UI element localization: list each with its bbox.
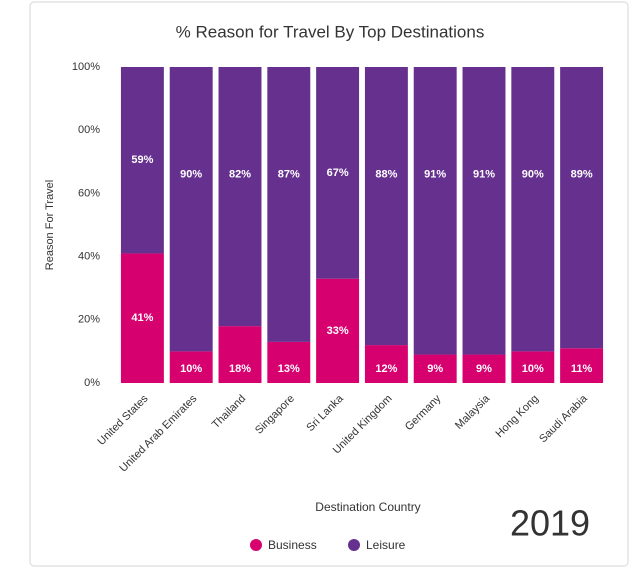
bar-segment — [316, 67, 360, 279]
data-label: 90% — [180, 168, 202, 180]
legend-label: Leisure — [366, 538, 406, 552]
bar-segment — [511, 67, 555, 352]
bar-segment — [560, 67, 604, 349]
bar-segment — [218, 67, 262, 327]
data-label: 9% — [476, 363, 492, 375]
bar-segment — [560, 348, 604, 383]
bar-segment — [413, 354, 457, 383]
data-label: 41% — [131, 312, 153, 324]
data-label: 10% — [180, 363, 202, 375]
bar-segment — [120, 253, 164, 383]
bar-segment — [218, 326, 262, 383]
data-label: 33% — [327, 325, 349, 337]
legend-marker — [348, 539, 360, 551]
data-label: 9% — [427, 363, 443, 375]
data-label: 87% — [278, 168, 300, 180]
data-label: 18% — [229, 363, 251, 375]
data-label: 12% — [375, 363, 397, 375]
bar-segment — [364, 345, 408, 383]
y-tick-label: 0% — [84, 377, 100, 389]
data-label: 11% — [571, 363, 593, 375]
data-label: 59% — [131, 154, 153, 166]
bar-segment — [267, 67, 311, 342]
data-label: 67% — [327, 167, 349, 179]
chart-title: % Reason for Travel By Top Destinations — [176, 22, 485, 41]
data-label: 89% — [571, 168, 593, 180]
y-axis-label: Reason For Travel — [44, 180, 56, 270]
y-tick-label: 00% — [78, 124, 100, 136]
data-label: 91% — [473, 168, 495, 180]
y-tick-label: 20% — [78, 314, 100, 326]
data-label: 88% — [375, 168, 397, 180]
data-label: 10% — [522, 363, 544, 375]
bar-segment — [462, 354, 506, 383]
legend-label: Business — [268, 538, 317, 552]
x-axis-label: Destination Country — [315, 500, 420, 514]
data-label: 90% — [522, 168, 544, 180]
bar-segment — [267, 341, 311, 383]
bar-segment — [364, 67, 408, 346]
data-label: 13% — [278, 363, 300, 375]
bar-segment — [169, 351, 213, 383]
bar-segment — [511, 351, 555, 383]
bar-segment — [120, 67, 164, 254]
legend-marker — [250, 539, 262, 551]
data-label: 82% — [229, 168, 251, 180]
bar-segment — [316, 278, 360, 383]
y-tick-label: 60% — [78, 187, 100, 199]
bar-segment — [169, 67, 213, 352]
bar-segment — [462, 67, 506, 355]
bar-segment — [413, 67, 457, 355]
y-tick-label: 100% — [72, 61, 100, 73]
y-tick-label: 40% — [78, 251, 100, 263]
year-annotation: 2019 — [510, 503, 590, 544]
data-label: 91% — [424, 168, 446, 180]
